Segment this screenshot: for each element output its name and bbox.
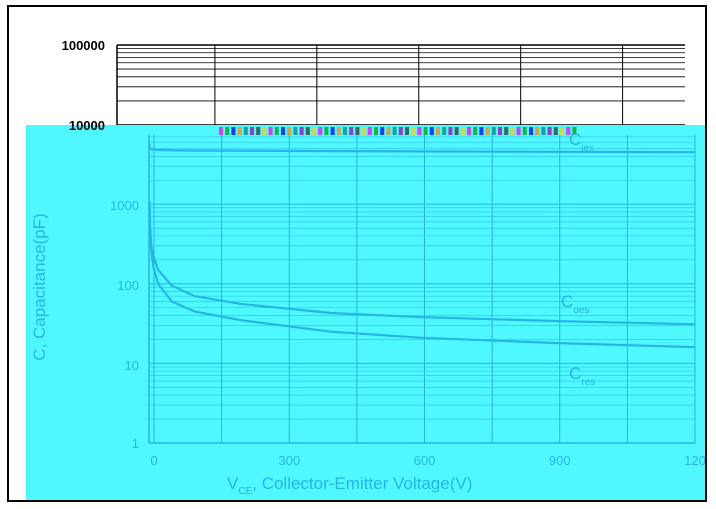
artifact-block [262,127,267,135]
artifact-block [268,127,273,135]
artifact-block [560,127,564,135]
artifact-block [324,127,329,135]
artifact-block [312,127,316,135]
artifact-block [355,127,360,135]
artifact-block [498,127,502,135]
artifact-block [237,127,242,135]
x-tick-label: 600 [414,453,436,468]
x-tick-label: 0 [150,453,157,468]
artifact-block [336,127,341,135]
series-line-ies [148,144,696,154]
artifact-block [485,127,490,135]
artifact-block [436,127,440,135]
chart-frame: 100000 10000 1000 100 10 1 0 300 600 900 120 C, Cap… [7,5,707,502]
artifact-block [231,127,236,135]
rendering-artifacts [219,127,577,135]
artifact-block [504,127,509,135]
artifact-block [250,127,254,135]
series-lines [148,144,696,349]
artifact-block [343,127,347,135]
artifact-block [367,127,372,135]
y-tick-label: 100000 [62,38,105,53]
artifact-block [479,127,484,135]
y-tick-label: 1 [132,436,139,451]
x-axis-title: VCE, Collector-Emitter Voltage(V) [227,474,472,497]
artifact-block [405,127,409,135]
plot-grid [148,135,696,444]
y-tick-label: 10 [125,358,139,373]
artifact-block [572,127,577,135]
artifact-block [225,127,230,135]
highlight-overlay [26,125,705,500]
y-tick-label: 10000 [69,118,105,133]
artifact-block [392,127,397,135]
artifact-block [547,127,552,135]
artifact-block [243,127,248,135]
artifact-block [460,127,465,135]
artifact-block [330,127,335,135]
artifact-block [374,127,378,135]
artifact-block [293,127,298,135]
artifact-block [467,127,471,135]
artifact-block [516,127,521,135]
artifact-block [305,127,310,135]
artifact-block [411,127,416,135]
artifact-block [361,127,366,135]
x-tick-label: 900 [549,453,571,468]
artifact-block [535,127,540,135]
artifact-block [417,127,422,135]
artifact-block [473,127,478,135]
artifact-block [553,127,558,135]
series-label-oes: Coes [561,292,589,316]
capacitance-chart: 100000 10000 1000 100 10 10 300 600 900 120 C, Cap… [26,38,705,500]
x-tick-label: 300 [278,453,300,468]
artifact-block [256,127,261,135]
artifact-block [398,127,403,135]
y-axis-title: C, Capacitance(pF) [30,213,49,360]
artifact-block [287,127,292,135]
artifact-block [299,127,304,135]
artifact-block [510,127,515,135]
artifact-block [522,127,527,135]
series-label-res: Cres [569,364,595,388]
series-line-res [148,207,696,349]
artifact-block [380,127,385,135]
x-tick-label: 120 [684,453,705,468]
artifact-block [541,127,546,135]
artifact-block [318,127,323,135]
y-tick-label: 1000 [110,198,139,213]
artifact-block [529,127,533,135]
artifact-block [429,127,434,135]
artifact-block [448,127,453,135]
artifact-block [423,127,428,135]
artifact-block [349,127,354,135]
artifact-block [491,127,496,135]
series-label-ies: Cies [569,130,594,154]
y-tick-label: 100 [117,278,139,293]
artifact-block [274,127,279,135]
artifact-block [386,127,391,135]
tick-labels: 100000 10000 1000 100 10 10 300 600 900 120 C, Cap… [30,38,705,497]
artifact-block [281,127,285,135]
upper-grid [116,44,685,137]
artifact-block [454,127,459,135]
artifact-block [566,127,571,135]
artifact-block [219,127,223,135]
artifact-block [442,127,447,135]
